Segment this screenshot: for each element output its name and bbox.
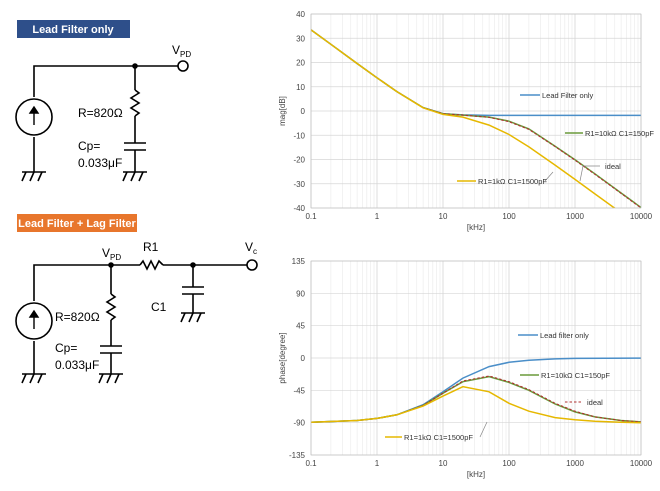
resistor-label: R=820Ω: [78, 106, 123, 120]
y-tick-label: -40: [293, 204, 305, 213]
y-tick-label: 40: [296, 10, 305, 19]
legend-leader: [579, 165, 600, 182]
y-axis-label: mag[dB]: [278, 96, 287, 126]
y-tick-label: -45: [293, 386, 305, 395]
x-tick-label: 1: [375, 459, 380, 468]
x-axis-label: [kHz]: [467, 470, 485, 479]
ground-icon: [98, 373, 123, 384]
y-tick-label: -10: [293, 131, 305, 140]
y-tick-label: 0: [301, 354, 306, 363]
x-tick-label: 1000: [566, 212, 584, 221]
y-tick-label: -90: [293, 419, 305, 428]
plot-area: [310, 13, 642, 209]
ground-icon: [122, 171, 147, 182]
node-dot: [190, 262, 196, 268]
legend-leader: [544, 171, 554, 182]
vpd-label: VPD: [172, 43, 191, 59]
y-tick-label: 10: [296, 83, 305, 92]
x-tick-label: 1: [375, 212, 380, 221]
x-tick-label: 10000: [630, 459, 653, 468]
node-dot: [108, 262, 114, 268]
cap-label-2: 0.033μF: [78, 156, 122, 170]
y-tick-label: 30: [296, 34, 305, 43]
badge-lead-lag: [17, 214, 137, 232]
series-label: R1=1kΩ C1=1500pF: [404, 433, 473, 442]
series-line: [311, 29, 641, 117]
series-label: R1=10kΩ C1=150pF: [541, 371, 610, 380]
c1-label: C1: [151, 300, 167, 314]
series-label: Lead Filter only: [542, 91, 594, 100]
y-tick-label: 0: [301, 107, 306, 116]
y-tick-label: 45: [296, 322, 305, 331]
series-line: [311, 29, 616, 208]
r1-label: R1: [143, 240, 159, 254]
vc-label: Vc: [245, 240, 257, 256]
y-tick-label: -135: [289, 451, 306, 460]
cap-label-2: 0.033μF: [55, 358, 99, 372]
series-label: Lead filter only: [540, 331, 589, 340]
badge-lead-lag-text: Lead Filter + Lag Filter: [18, 218, 136, 230]
resistor-label: R=820Ω: [55, 310, 100, 324]
x-tick-label: 10: [439, 459, 448, 468]
x-tick-label: 1000: [566, 459, 584, 468]
series-label: ideal: [605, 162, 621, 171]
ground-icon: [180, 312, 205, 323]
x-tick-label: 100: [502, 459, 516, 468]
x-tick-label: 0.1: [305, 459, 317, 468]
badge-lead-only: [17, 20, 130, 38]
series-line: [311, 385, 641, 424]
x-tick-label: 10: [439, 212, 448, 221]
series-label: R1=1kΩ C1=1500pF: [478, 177, 547, 186]
x-tick-label: 100: [502, 212, 516, 221]
x-axis-label: [kHz]: [467, 223, 485, 232]
y-tick-label: 20: [296, 59, 305, 68]
node-dot: [132, 63, 138, 69]
x-tick-label: 10000: [630, 212, 653, 221]
x-tick-label: 0.1: [305, 212, 317, 221]
y-tick-label: -20: [293, 156, 305, 165]
cap-label-1: Cp=: [55, 341, 77, 355]
output-terminal: [177, 60, 189, 72]
circuit-lead-lag: Lead Filter + Lag Filter: [15, 214, 258, 384]
y-axis-label: phase[degree]: [278, 332, 287, 383]
plot-area: [310, 260, 642, 456]
series-label: ideal: [587, 398, 603, 407]
ground-icon: [21, 373, 46, 384]
legend-leader: [479, 421, 488, 438]
output-terminal: [246, 259, 258, 271]
badge-lead-only-text: Lead Filter only: [32, 24, 114, 36]
y-tick-label: 135: [292, 257, 306, 266]
vpd-label: VPD: [102, 246, 121, 262]
circuit-lead-only: Lead Filter only: [15, 20, 191, 182]
cap-label-1: Cp=: [78, 139, 100, 153]
ground-icon: [21, 171, 46, 182]
y-tick-label: 90: [296, 289, 305, 298]
y-tick-label: -30: [293, 180, 305, 189]
series-label: R1=10kΩ C1=150pF: [585, 129, 654, 138]
